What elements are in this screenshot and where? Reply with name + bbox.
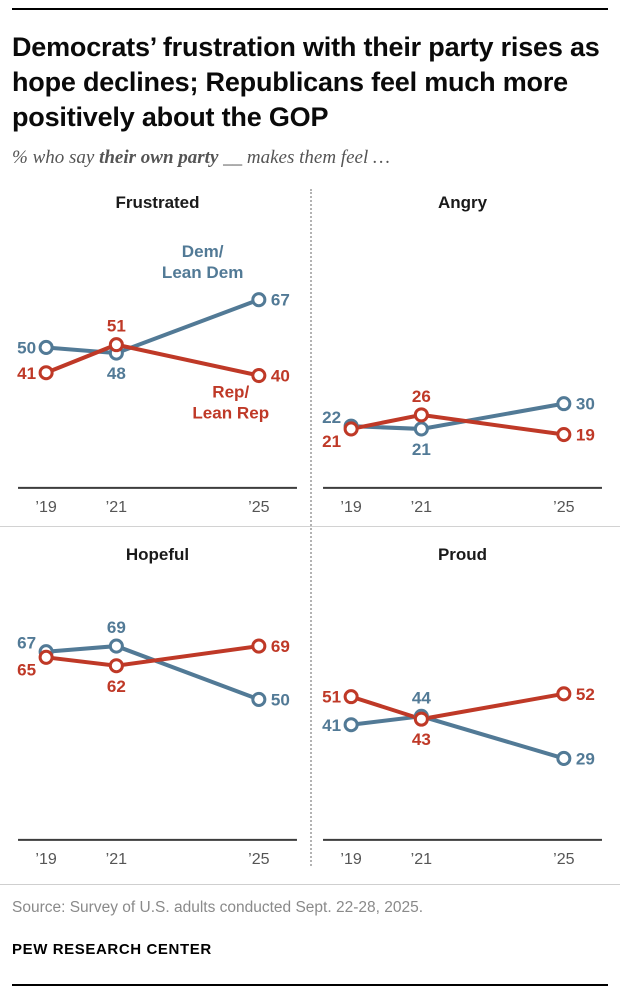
- svg-text:’19: ’19: [340, 498, 361, 516]
- svg-text:’25: ’25: [553, 850, 574, 868]
- subtitle-prefix: % who say: [12, 147, 100, 169]
- svg-text:’21: ’21: [411, 498, 432, 516]
- page-title: Democrats’ frustration with their party …: [12, 32, 600, 133]
- panel-hopeful: Hopeful ’19 ’21 ’25 67 69 50 65 62 69: [12, 537, 303, 870]
- chart-hopeful: ’19 ’21 ’25 67 69 50 65 62 69: [12, 567, 303, 870]
- svg-text:67: 67: [271, 291, 290, 310]
- panel-proud: Proud ’19 ’21 ’25 41 44 29 51 43 52: [317, 537, 608, 870]
- chart-proud: ’19 ’21 ’25 41 44 29 51 43 52: [317, 567, 608, 870]
- svg-text:67: 67: [17, 634, 36, 653]
- column-divider: [310, 189, 312, 867]
- panel-frustrated: Frustrated ’19 ’21 ’25 50 48 67 41 51 40 Dem/Lean…: [12, 185, 303, 518]
- svg-text:’19: ’19: [340, 850, 361, 868]
- panel-title: Frustrated: [115, 193, 200, 213]
- svg-text:51: 51: [322, 688, 341, 707]
- svg-text:50: 50: [17, 339, 36, 358]
- svg-text:’19: ’19: [35, 498, 56, 516]
- svg-text:41: 41: [17, 364, 36, 383]
- svg-text:44: 44: [412, 689, 431, 708]
- svg-text:51: 51: [107, 317, 126, 336]
- svg-text:22: 22: [322, 408, 341, 427]
- svg-text:’19: ’19: [35, 850, 56, 868]
- chart-frustrated: ’19 ’21 ’25 50 48 67 41 51 40 Dem/Lean Dem Rep/Lea…: [12, 215, 303, 518]
- svg-text:65: 65: [17, 661, 36, 680]
- svg-text:69: 69: [271, 637, 290, 656]
- svg-text:’21: ’21: [106, 498, 127, 516]
- svg-text:’21: ’21: [106, 850, 127, 868]
- brand-name: PEW RESEARCH CENTER: [12, 941, 212, 959]
- top-rule: [12, 8, 608, 10]
- svg-text:40: 40: [271, 367, 290, 386]
- subtitle-suffix: __ makes them feel …: [218, 147, 390, 169]
- source-note: Source: Survey of U.S. adults conducted …: [12, 899, 423, 917]
- chart-angry: ’19 ’21 ’25 22 21 30 21 26 19: [317, 215, 608, 518]
- svg-text:’25: ’25: [553, 498, 574, 516]
- svg-text:’25: ’25: [248, 498, 269, 516]
- panel-angry: Angry ’19 ’21 ’25 22 21 30 21 26 19: [317, 185, 608, 518]
- svg-text:’21: ’21: [411, 850, 432, 868]
- svg-text:21: 21: [322, 432, 341, 451]
- svg-text:Dem/: Dem/: [182, 242, 224, 261]
- svg-text:29: 29: [576, 750, 595, 769]
- svg-text:30: 30: [576, 395, 595, 414]
- panel-title: Angry: [437, 193, 488, 213]
- bottom-rule: [12, 984, 608, 987]
- svg-text:62: 62: [107, 677, 126, 696]
- svg-text:50: 50: [271, 691, 290, 710]
- svg-text:Lean Rep: Lean Rep: [192, 404, 269, 423]
- page-subtitle: % who say their own party __ makes them …: [12, 147, 608, 169]
- svg-text:43: 43: [412, 731, 431, 750]
- svg-text:69: 69: [107, 618, 126, 637]
- svg-text:48: 48: [107, 364, 126, 383]
- subtitle-bold: their own party: [99, 147, 219, 169]
- svg-text:21: 21: [412, 440, 431, 459]
- svg-text:Rep/: Rep/: [212, 383, 249, 402]
- charts-grid: Frustrated ’19 ’21 ’25 50 48 67 41 51 40 Dem/Lean…: [0, 185, 620, 870]
- svg-text:26: 26: [412, 387, 431, 406]
- svg-text:’25: ’25: [248, 850, 269, 868]
- svg-text:52: 52: [576, 685, 595, 704]
- footer-divider: [0, 884, 620, 886]
- panel-title: Hopeful: [125, 545, 190, 565]
- svg-text:Lean Dem: Lean Dem: [162, 263, 243, 282]
- svg-text:19: 19: [576, 426, 595, 445]
- svg-text:41: 41: [322, 716, 341, 735]
- panel-title: Proud: [437, 545, 488, 565]
